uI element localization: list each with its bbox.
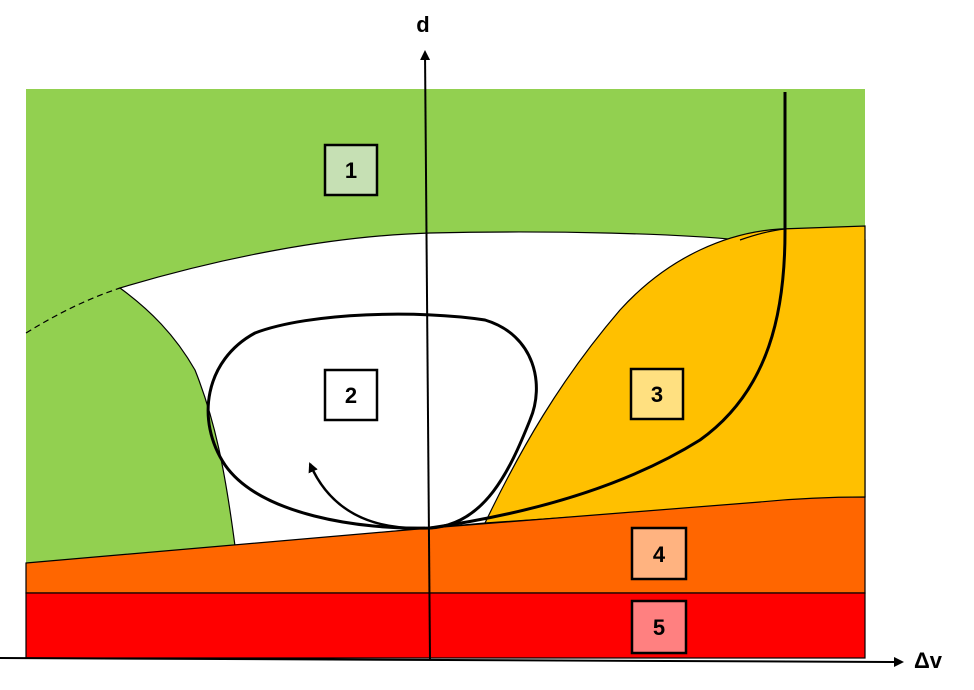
region-4-label: 4 [630, 526, 688, 581]
svg-text:1: 1 [345, 158, 357, 183]
region-2-label: 2 [323, 368, 379, 422]
region-5-area [25, 592, 866, 659]
y-axis-label: d [416, 12, 429, 37]
oscillation-loop [206, 312, 538, 530]
region-3-label: 3 [629, 367, 685, 421]
loop-arrow [308, 462, 426, 530]
y-axis [420, 50, 431, 661]
x-axis-label: Δv [914, 648, 943, 673]
boundary-line [739, 228, 786, 241]
region-1-top-right [740, 89, 865, 240]
svg-text:5: 5 [653, 615, 665, 640]
region-1-label: 1 [323, 143, 379, 197]
x-axis [0, 656, 904, 667]
dashed-boundary [25, 287, 121, 334]
svg-text:2: 2 [345, 383, 357, 408]
trajectory-curve [429, 92, 787, 530]
svg-text:4: 4 [653, 542, 666, 567]
region-5-label: 5 [630, 599, 688, 655]
svg-text:3: 3 [651, 382, 663, 407]
